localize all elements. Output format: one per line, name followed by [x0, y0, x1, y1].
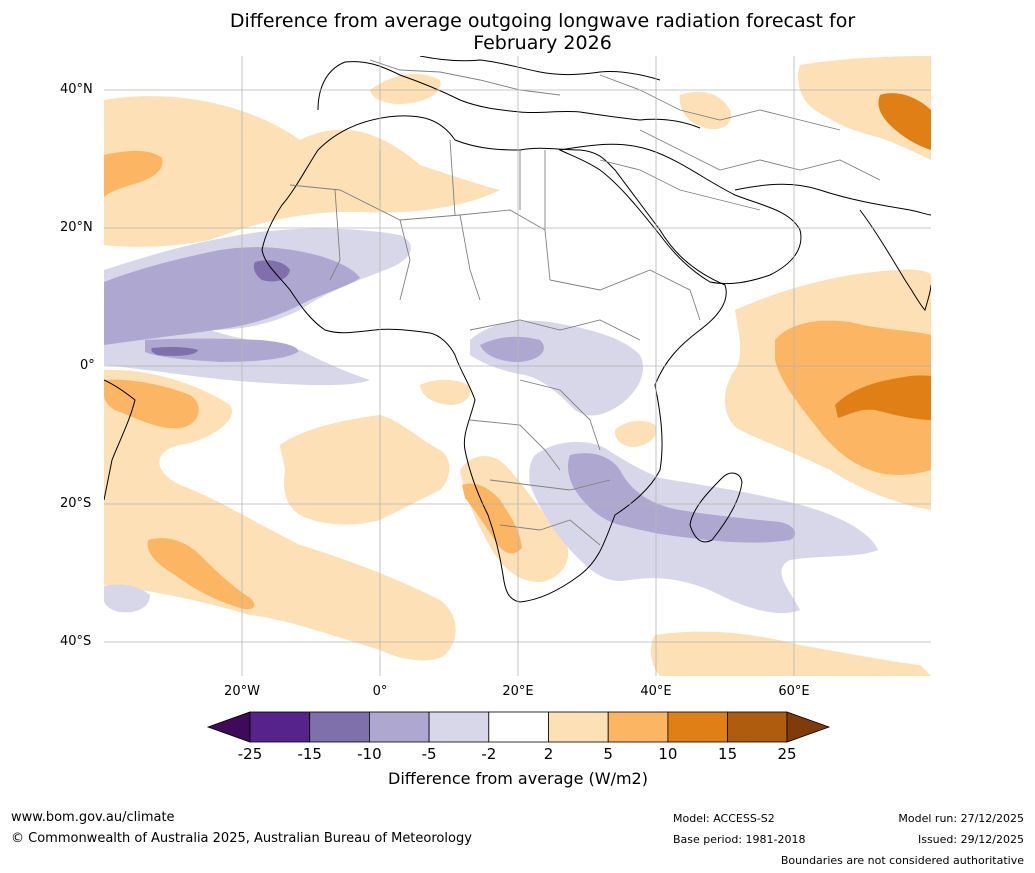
title-line-2: February 2026	[473, 32, 612, 54]
anomaly-negative-moderate-south	[567, 453, 796, 543]
lon-label-20e: 20°E	[502, 684, 534, 699]
anomaly-positive-gulf-guinea	[420, 379, 471, 405]
anomaly-positive-moderate-atlantic	[104, 150, 163, 198]
anomaly-negative-moderate-congo	[480, 336, 544, 362]
colorbar-tick: 10	[658, 745, 678, 763]
boundary-europe-1	[369, 59, 561, 96]
colorbar-tick: -10	[357, 745, 382, 763]
colorbar-bin-8	[667, 711, 729, 743]
anomaly-positive-mozambique	[614, 420, 657, 447]
colorbar-extend-low	[206, 711, 251, 743]
map-title: Difference from average outgoing longwav…	[0, 10, 1035, 54]
boundary-south-2	[499, 519, 601, 546]
anomaly-negative-south-atlantic	[104, 584, 150, 613]
lon-label-20w: 20°W	[224, 684, 260, 699]
anomaly-positive-moderate-brazil	[104, 379, 199, 429]
boundary-arabia	[599, 159, 761, 211]
india-coastline	[859, 209, 931, 311]
footer-model-run: Model run: 27/12/2025	[898, 812, 1024, 825]
colorbar-tick: 15	[718, 745, 738, 763]
colorbar-extend-high	[786, 711, 831, 743]
footer-website: www.bom.gov.au/climate	[11, 810, 175, 825]
boundary-middle-east	[639, 129, 881, 181]
anomaly-positive-southern-africa	[460, 455, 569, 582]
africa-coastline	[261, 115, 727, 603]
anomaly-positive-south-indian	[650, 631, 931, 676]
arabia-coastline	[558, 143, 802, 285]
anomaly-positive-mediterranean	[370, 74, 441, 105]
anomaly-positive-moderate-south-atlantic	[147, 538, 255, 610]
lat-label-20s: 20°S	[60, 496, 92, 511]
europe-coastline	[317, 61, 701, 129]
anomaly-negative-moderate-west-africa	[104, 247, 360, 345]
anomaly-negative-strong-gulf	[151, 346, 198, 356]
map-gridlines	[104, 56, 931, 676]
footer-model: Model: ACCESS-S2	[673, 812, 775, 825]
anomaly-negative-strong-senegal	[253, 260, 290, 282]
anomaly-negative-moderate-equatorial-atlantic	[145, 338, 299, 362]
boundary-central-3	[469, 419, 561, 471]
anomaly-positive-iran	[798, 56, 931, 160]
anomaly-positive-strong-iran	[878, 93, 931, 150]
boundary-central-1	[469, 319, 641, 341]
iran-coastline	[734, 183, 931, 216]
colorbar-tick: 25	[777, 745, 797, 763]
colorbar-title: Difference from average (W/m2)	[388, 769, 648, 788]
colorbar-tick: -25	[237, 745, 263, 763]
lat-label-20n: 20°N	[60, 220, 93, 235]
boundary-north-2	[449, 139, 456, 216]
boundary-sahel-2	[329, 189, 341, 281]
boundary-central-2	[519, 379, 601, 451]
lon-label-60e: 60°E	[778, 684, 810, 699]
anomaly-positive-south-atlantic	[104, 369, 456, 661]
anomaly-positive-strong-indian	[835, 375, 931, 420]
colorbar-bin-5	[488, 711, 549, 743]
lat-label-equator: 0°	[80, 358, 95, 373]
footer-copyright: © Commonwealth of Australia 2025, Austra…	[11, 831, 472, 846]
anomaly-positive-north-atlantic	[104, 96, 500, 247]
colorbar-bin-7	[607, 711, 669, 743]
boundary-horn	[549, 269, 701, 321]
footer-base-period: Base period: 1981-2018	[673, 833, 806, 846]
boundary-sahel-4	[459, 214, 481, 301]
south-america-coastline	[104, 379, 136, 501]
title-line-1: Difference from average outgoing longwav…	[229, 10, 856, 32]
coastlines	[104, 56, 931, 603]
colorbar-bin-1	[249, 711, 311, 743]
colorbar-bin-2	[309, 711, 370, 743]
colorbar-bin-6	[548, 711, 609, 743]
colorbar	[206, 711, 831, 743]
colorbar-bin-3	[368, 711, 430, 743]
lat-label-40n: 40°N	[60, 82, 93, 97]
lon-label-0: 0°	[372, 684, 388, 699]
europe-coastline-north	[419, 56, 661, 81]
anomaly-positive-moderate-namibia	[462, 483, 522, 554]
colorbar-tick: 2	[543, 745, 554, 763]
madagascar-coastline	[689, 472, 743, 543]
colorbar-tick: 5	[603, 745, 613, 763]
boundary-sahel-3	[399, 219, 411, 301]
anomaly-positive-south-atlantic-2	[280, 415, 450, 525]
colorbar-tick: -15	[297, 745, 322, 763]
colorbar-tick: -5	[421, 745, 437, 763]
lon-label-40e: 40°E	[640, 684, 672, 699]
colorbar-bin-9	[727, 711, 788, 743]
anomaly-fields	[104, 56, 931, 676]
lat-label-40s: 40°S	[60, 634, 92, 649]
colorbar-tick: -2	[481, 745, 497, 763]
anomaly-negative-central-africa	[470, 320, 644, 416]
footer-issued: Issued: 29/12/2025	[917, 833, 1024, 846]
colorbar-bin-4	[428, 711, 490, 743]
boundary-south-1	[489, 479, 611, 491]
footer-disclaimer: Boundaries are not considered authoritat…	[780, 854, 1024, 867]
